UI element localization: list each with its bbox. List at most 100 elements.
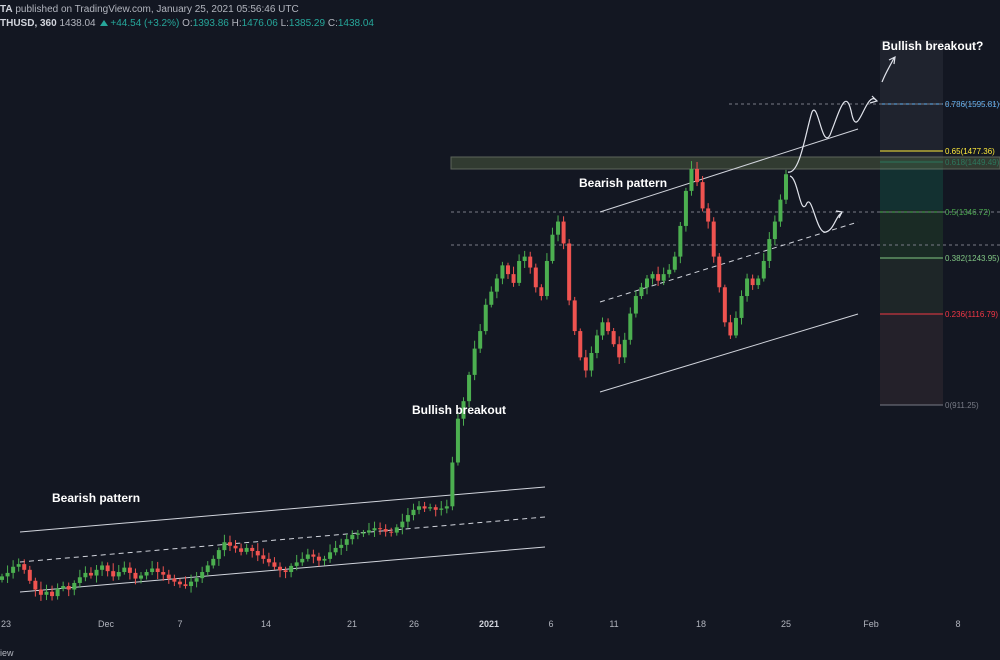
candle-body: [494, 278, 499, 292]
candle-body: [600, 322, 605, 336]
channel-upper-line[interactable]: [599, 128, 859, 213]
candle-body: [55, 588, 60, 597]
candle-body: [272, 562, 277, 567]
close-label: C:: [327, 18, 338, 29]
candle-body: [244, 547, 249, 552]
candle-body: [333, 547, 338, 553]
candle-body: [672, 256, 677, 270]
candle-body: [728, 322, 733, 336]
candle-body: [216, 550, 221, 559]
fib-zone-red: [880, 315, 943, 405]
ohlc-info: THUSD, 360 1438.04 +44.54 (+3.2%) O:1393…: [0, 18, 374, 30]
candle-body: [16, 564, 21, 567]
candle-body: [522, 256, 527, 261]
candle-body: [189, 581, 194, 587]
candlestick-series: [0, 161, 788, 601]
candle-body: [594, 335, 599, 353]
candle-body: [500, 265, 505, 279]
candle-body: [250, 547, 255, 551]
channel-lower-left[interactable]: [19, 486, 546, 593]
candle-body: [428, 507, 433, 509]
channel-lower-line[interactable]: [599, 313, 859, 393]
candle-body: [305, 554, 310, 559]
author-name[interactable]: TA: [0, 4, 13, 15]
candle-body: [505, 265, 510, 275]
breakout-arrow-path: [881, 57, 895, 83]
candle-body: [255, 550, 260, 556]
candle-body: [417, 506, 422, 510]
candle-body: [311, 554, 316, 557]
candle-body: [316, 556, 321, 561]
last-price: 1438.04: [59, 18, 96, 29]
candle-body: [383, 529, 388, 532]
high-label: H:: [231, 18, 242, 29]
candle-body: [283, 570, 288, 573]
candle-body: [38, 589, 43, 595]
candle-body: [239, 548, 244, 552]
candle-body: [567, 243, 572, 301]
candle-body: [0, 576, 4, 580]
publish-info: TA published on TradingView.com, January…: [0, 4, 299, 16]
candle-body: [706, 208, 711, 222]
annotation-bearish-pattern-2[interactable]: Bearish pattern: [579, 176, 667, 190]
candle-body: [717, 256, 722, 288]
candle-body: [77, 577, 82, 583]
candle-body: [194, 578, 199, 582]
candle-body: [650, 274, 655, 279]
fib-zone-light-green: [880, 210, 943, 260]
candle-body: [667, 269, 672, 275]
candle-body: [405, 515, 410, 522]
annotation-bullish-breakout-question[interactable]: Bullish breakout?: [882, 39, 983, 53]
candle-body: [72, 582, 77, 590]
annotation-bullish-breakout[interactable]: Bullish breakout: [412, 403, 506, 417]
high-value: 1476.06: [241, 18, 278, 29]
x-tick-label: 25: [781, 619, 791, 629]
candle-body: [294, 562, 299, 566]
close-value: 1438.04: [337, 18, 374, 29]
chart-header: TA published on TradingView.com, January…: [0, 0, 1000, 36]
channel-upper-line[interactable]: [19, 486, 546, 533]
candle-body: [528, 256, 533, 268]
x-tick-label: 7: [177, 619, 182, 629]
x-tick-label: 18: [696, 619, 706, 629]
x-tick-label: 14: [261, 619, 271, 629]
x-tick-label: 2021: [479, 619, 499, 629]
candle-body: [433, 507, 438, 510]
x-tick-label: 8: [955, 619, 960, 629]
fib-level-label: 0.65(1477.36): [945, 147, 995, 156]
resistance-zone[interactable]: [450, 156, 1000, 170]
candle-body: [394, 527, 399, 533]
x-axis[interactable]: 23 Dec 7 14 21 26 2021 6 11 18 25 Feb 8: [1, 619, 961, 629]
symbol-label[interactable]: THUSD, 360: [0, 18, 57, 29]
candle-body: [628, 313, 633, 340]
price-change: +44.54 (+3.2%): [110, 18, 180, 29]
candle-body: [139, 575, 144, 579]
candle-body: [511, 274, 516, 283]
candle-body: [278, 566, 283, 571]
candle-body: [611, 331, 616, 345]
candle-body: [322, 558, 327, 561]
candle-body: [578, 331, 583, 358]
candle-body: [144, 572, 149, 576]
candle-body: [722, 287, 727, 323]
x-tick-label: 26: [409, 619, 419, 629]
candle-body: [711, 221, 716, 257]
candle-body: [606, 322, 611, 332]
candle-body: [328, 552, 333, 559]
candle-body: [227, 542, 232, 546]
candle-body: [639, 287, 644, 297]
channel-mid-line[interactable]: [19, 516, 546, 563]
projection-arrowhead-icon: [835, 210, 843, 219]
candle-body: [772, 221, 777, 240]
candle-body: [50, 591, 55, 597]
fib-level-label: 0.382(1243.95): [945, 254, 1000, 263]
x-tick-label: Dec: [98, 619, 115, 629]
candle-body: [539, 287, 544, 297]
candle-body: [261, 555, 266, 559]
fib-level-label: 0.236(1116.79): [945, 310, 998, 319]
candle-body: [756, 278, 761, 286]
channel-lower-line[interactable]: [19, 546, 546, 593]
annotation-bearish-pattern-1[interactable]: Bearish pattern: [52, 491, 140, 505]
